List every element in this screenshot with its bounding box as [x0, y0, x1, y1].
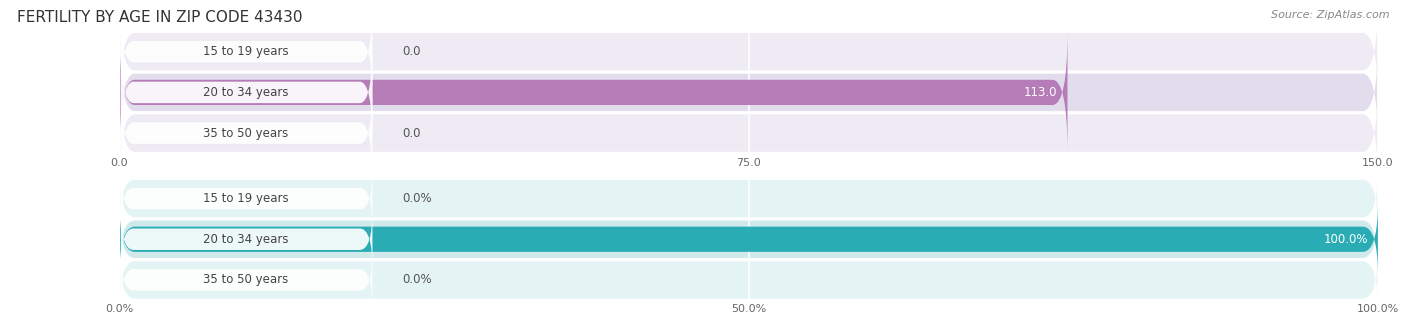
- Text: 0.0: 0.0: [402, 45, 422, 58]
- FancyBboxPatch shape: [121, 169, 373, 229]
- FancyBboxPatch shape: [120, 168, 1378, 229]
- Text: 0.0%: 0.0%: [402, 192, 432, 205]
- FancyBboxPatch shape: [120, 38, 1378, 147]
- FancyBboxPatch shape: [120, 209, 1378, 269]
- Text: 0.0: 0.0: [402, 127, 422, 140]
- Text: 20 to 34 years: 20 to 34 years: [202, 233, 288, 246]
- Text: 100.0%: 100.0%: [1323, 233, 1368, 246]
- FancyBboxPatch shape: [120, 0, 1378, 106]
- FancyBboxPatch shape: [121, 209, 373, 269]
- FancyBboxPatch shape: [120, 203, 1378, 276]
- FancyBboxPatch shape: [121, 42, 373, 143]
- FancyBboxPatch shape: [120, 250, 1378, 310]
- Text: 15 to 19 years: 15 to 19 years: [202, 192, 288, 205]
- Text: Source: ZipAtlas.com: Source: ZipAtlas.com: [1271, 10, 1389, 20]
- Text: 113.0: 113.0: [1024, 86, 1057, 99]
- Text: 35 to 50 years: 35 to 50 years: [202, 274, 288, 286]
- Text: 35 to 50 years: 35 to 50 years: [202, 127, 288, 140]
- FancyBboxPatch shape: [120, 32, 1067, 153]
- Text: 0.0%: 0.0%: [402, 274, 432, 286]
- Text: FERTILITY BY AGE IN ZIP CODE 43430: FERTILITY BY AGE IN ZIP CODE 43430: [17, 10, 302, 25]
- FancyBboxPatch shape: [121, 83, 373, 183]
- FancyBboxPatch shape: [121, 1, 373, 102]
- Text: 15 to 19 years: 15 to 19 years: [202, 45, 288, 58]
- FancyBboxPatch shape: [121, 250, 373, 310]
- FancyBboxPatch shape: [120, 79, 1378, 188]
- Text: 20 to 34 years: 20 to 34 years: [202, 86, 288, 99]
